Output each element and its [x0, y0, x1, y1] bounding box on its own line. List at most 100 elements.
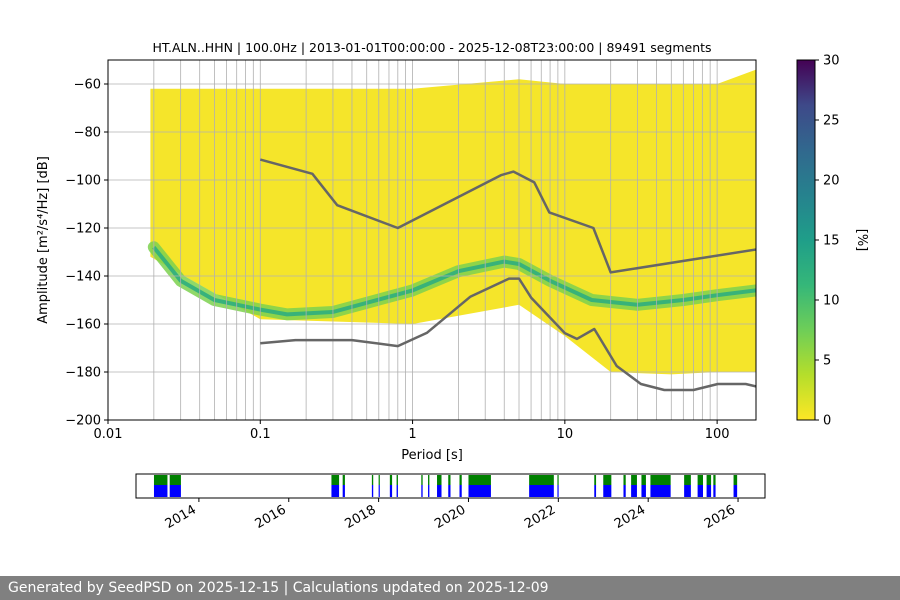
coverage-bar-top [331, 475, 340, 485]
coverage-bar-top [641, 475, 646, 485]
timeline-tick-label: 2024 [612, 502, 648, 532]
x-axis: 0.01 0.1 1 10 100 [94, 420, 730, 442]
y-tick-label: −140 [65, 270, 101, 285]
coverage-bar-bottom [428, 485, 430, 497]
coverage-bar-top [650, 475, 671, 485]
coverage-bar-top [153, 475, 168, 485]
timeline-bars [153, 475, 738, 497]
coverage-bar-bottom [557, 485, 559, 497]
coverage-bar-bottom [396, 485, 398, 497]
y-tick-label: −160 [65, 318, 101, 333]
y-tick-label: −80 [74, 126, 101, 141]
x-tick-label: 1 [408, 427, 416, 442]
coverage-bar-bottom [697, 485, 703, 497]
data-availability-timeline: 2014 2016 2018 2020 2022 2024 2026 [135, 473, 766, 532]
timeline-tick-label: 2018 [342, 502, 378, 532]
coverage-bar-bottom [371, 485, 374, 497]
x-tick-label: 10 [557, 427, 574, 442]
coverage-bar-top [557, 475, 559, 485]
y-tick-label: −180 [65, 366, 101, 381]
coverage-bar-top [459, 475, 462, 485]
coverage-bar-top [437, 475, 442, 485]
coverage-bar-top [396, 475, 398, 485]
coverage-bar-bottom [641, 485, 646, 497]
colorbar-ticks: 0 5 10 15 20 25 30 [815, 54, 840, 429]
x-tick-label: 0.1 [250, 427, 271, 442]
noise-models [259, 158, 756, 392]
coverage-bar-bottom [706, 485, 712, 497]
coverage-bar-bottom [342, 485, 345, 497]
coverage-bar-bottom [733, 485, 738, 497]
coverage-bar-top [706, 475, 712, 485]
psd-plot-area: 0.01 0.1 1 10 100 −200 −180 −160 −140 −120 −100 −8… [65, 59, 757, 442]
coverage-bar-bottom [331, 485, 340, 497]
coverage-bar-bottom [421, 485, 423, 497]
colorbar-tick-label: 5 [823, 354, 831, 369]
coverage-bar-bottom [153, 485, 168, 497]
nhnm-line [259, 158, 756, 274]
y-tick-label: −100 [65, 174, 101, 189]
coverage-bar-top [389, 475, 393, 485]
coverage-bar-top [623, 475, 626, 485]
coverage-bar-top [371, 475, 374, 485]
y-tick-label: −120 [65, 222, 101, 237]
coverage-bar-bottom [389, 485, 393, 497]
mode-density-core [152, 245, 756, 317]
x-tick-label: 100 [705, 427, 730, 442]
coverage-bar-top [631, 475, 637, 485]
coverage-bar-top [594, 475, 597, 485]
plot-frame [107, 59, 757, 421]
coverage-bar-bottom [631, 485, 637, 497]
colorbar-tick-label: 0 [823, 414, 831, 429]
timeline-axis: 2014 2016 2018 2020 2022 2024 2026 [163, 498, 739, 532]
coverage-bar-top [421, 475, 423, 485]
timeline-tick-label: 2014 [163, 502, 199, 532]
footer: Generated by SeedPSD on 2025-12-15 | Cal… [0, 576, 900, 600]
colorbar-gradient [797, 60, 815, 420]
coverage-bar-bottom [594, 485, 597, 497]
colorbar-tick-label: 20 [823, 174, 840, 189]
coverage-bar-bottom [378, 485, 380, 497]
timeline-tick-label: 2020 [432, 502, 468, 532]
coverage-bar-top [733, 475, 738, 485]
colorbar: 0 5 10 15 20 25 30 [%] [796, 54, 869, 429]
coverage-bar-bottom [603, 485, 612, 497]
colorbar-tick-label: 30 [823, 54, 840, 69]
x-axis-label: Period [s] [401, 448, 463, 463]
coverage-bar-bottom [650, 485, 671, 497]
coverage-bar-bottom [529, 485, 554, 497]
y-axis: −200 −180 −160 −140 −120 −100 −80 −60 [65, 78, 108, 429]
coverage-bar-top [428, 475, 430, 485]
x-grid [108, 60, 718, 420]
coverage-bar-bottom [468, 485, 491, 497]
coverage-bar-bottom [623, 485, 626, 497]
x-tick-label: 0.01 [94, 427, 123, 442]
nlnm-line [260, 277, 756, 392]
y-tick-label: −60 [74, 78, 101, 93]
y-tick-label: −200 [65, 414, 101, 429]
coverage-bar-top [342, 475, 345, 485]
colorbar-tick-label: 15 [823, 234, 840, 249]
coverage-bar-bottom [437, 485, 442, 497]
timeline-frame [135, 473, 766, 499]
coverage-bar-bottom [713, 485, 716, 497]
colorbar-tick-label: 25 [823, 114, 840, 129]
coverage-bar-bottom [684, 485, 691, 497]
coverage-bar-top [468, 475, 491, 485]
coverage-bar-top [169, 475, 181, 485]
coverage-bar-top [529, 475, 554, 485]
timeline-tick-label: 2022 [522, 502, 558, 532]
y-axis-label: Amplitude [m²/s⁴/Hz] [dB] [36, 156, 51, 324]
coverage-bar-top [713, 475, 716, 485]
timeline-tick-label: 2026 [702, 502, 738, 532]
coverage-bar-bottom [459, 485, 462, 497]
colorbar-label: [%] [854, 229, 869, 252]
colorbar-tick-label: 10 [823, 294, 840, 309]
y-grid [108, 83, 756, 420]
coverage-bar-top [697, 475, 703, 485]
psd-figure: HT.ALN..HHN | 100.0Hz | 2013-01-01T00:00… [36, 40, 869, 532]
coverage-bar-bottom [448, 485, 451, 497]
coverage-bar-top [603, 475, 612, 485]
coverage-bar-top [448, 475, 451, 485]
timeline-tick-label: 2016 [253, 502, 289, 532]
